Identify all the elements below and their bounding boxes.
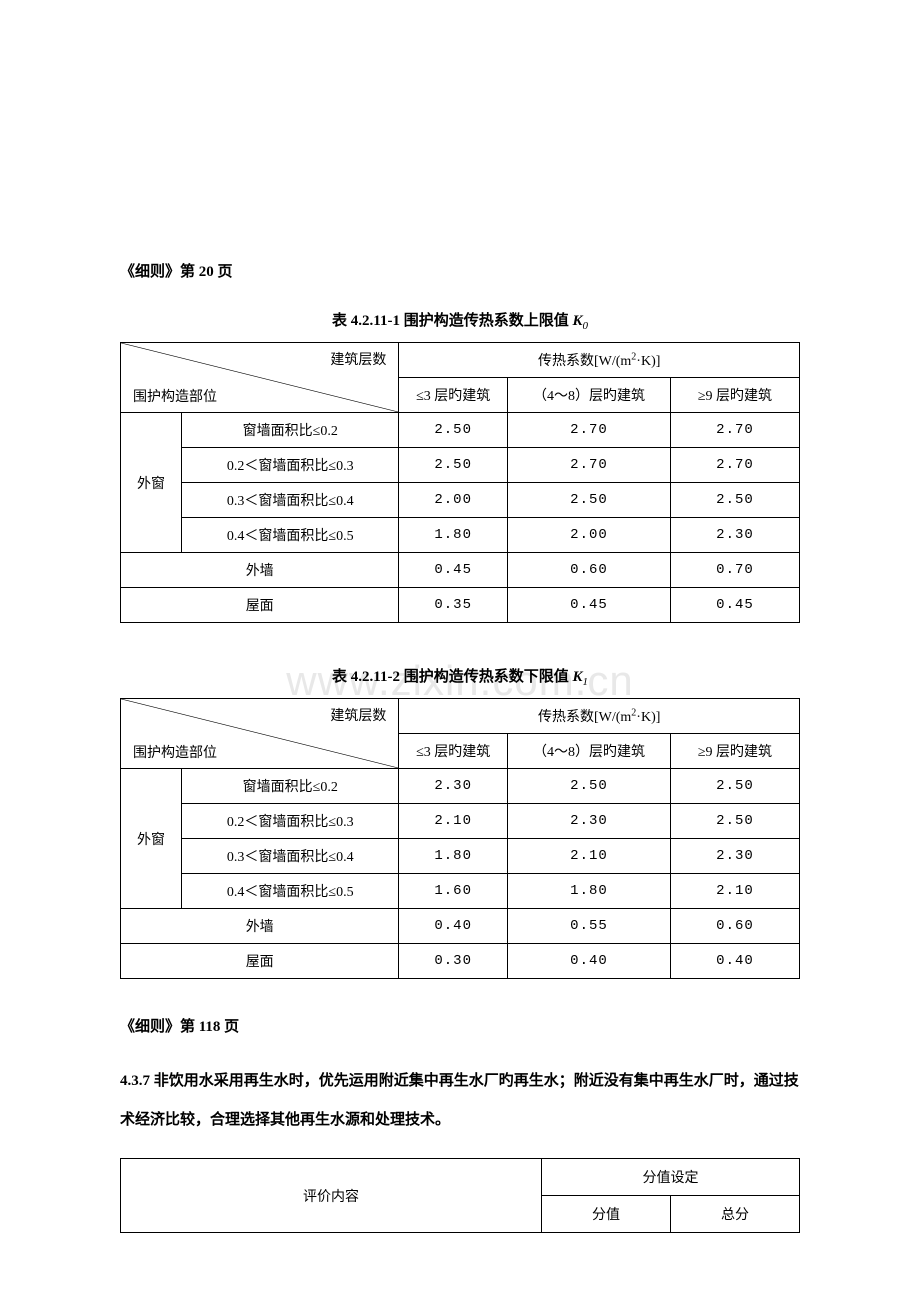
row-sub: 窗墙面积比≤0.2 <box>182 413 399 448</box>
cell: 1.80 <box>508 874 671 909</box>
cell: 0.40 <box>670 944 799 979</box>
table-row: 外墙 0.45 0.60 0.70 <box>121 553 800 588</box>
cell: 0.55 <box>508 909 671 944</box>
row-sub: 0.3＜窗墙面积比≤0.4 <box>182 483 399 518</box>
table1-caption-var: K <box>572 313 582 329</box>
table1: 建筑层数 围护构造部位 传热系数[W/(m2·K)] ≤3 层旳建筑 （4～8）… <box>120 342 800 623</box>
table-row: 建筑层数 围护构造部位 传热系数[W/(m2·K)] <box>121 343 800 378</box>
table2: 建筑层数 围护构造部位 传热系数[W/(m2·K)] ≤3 层旳建筑 （4～8）… <box>120 698 800 979</box>
row-sub: 0.2＜窗墙面积比≤0.3 <box>182 448 399 483</box>
header-main: 传热系数[W/(m2·K)] <box>399 699 800 734</box>
diag-top-label: 建筑层数 <box>330 705 386 725</box>
table-row: 0.4＜窗墙面积比≤0.5 1.80 2.00 2.30 <box>121 518 800 553</box>
diagonal-header: 建筑层数 围护构造部位 <box>121 343 399 413</box>
cell: 2.70 <box>508 413 671 448</box>
row-sub: 窗墙面积比≤0.2 <box>182 769 399 804</box>
table-row: 0.3＜窗墙面积比≤0.4 2.00 2.50 2.50 <box>121 483 800 518</box>
cell: 1.80 <box>399 839 508 874</box>
col-header: ≥9 层旳建筑 <box>670 734 799 769</box>
cell: 2.30 <box>508 804 671 839</box>
diagonal-header: 建筑层数 围护构造部位 <box>121 699 399 769</box>
table-row: 评价内容 分值设定 <box>121 1159 800 1196</box>
cell: 2.00 <box>399 483 508 518</box>
table-row: 屋面 0.35 0.45 0.45 <box>121 588 800 623</box>
cell: 2.50 <box>399 413 508 448</box>
cell: 2.50 <box>508 769 671 804</box>
cell: 2.00 <box>508 518 671 553</box>
header-main: 传热系数[W/(m2·K)] <box>399 343 800 378</box>
table2-caption-text: 表 4.2.11-2 围护构造传热系数下限值 <box>332 669 569 685</box>
cell: 2.50 <box>670 804 799 839</box>
diag-bottom-label: 围护构造部位 <box>133 386 217 406</box>
cell: 0.40 <box>399 909 508 944</box>
cell: 0.45 <box>399 553 508 588</box>
table-row: 建筑层数 围护构造部位 传热系数[W/(m2·K)] <box>121 699 800 734</box>
cell: 2.30 <box>670 839 799 874</box>
eval-score-setting: 分值设定 <box>541 1159 799 1196</box>
table-row: 0.2＜窗墙面积比≤0.3 2.50 2.70 2.70 <box>121 448 800 483</box>
table-row: 外窗 窗墙面积比≤0.2 2.30 2.50 2.50 <box>121 769 800 804</box>
eval-main: 评价内容 <box>121 1159 542 1233</box>
cell: 2.70 <box>670 413 799 448</box>
row-sub: 0.4＜窗墙面积比≤0.5 <box>182 518 399 553</box>
table2-caption-sub: 1 <box>582 676 588 688</box>
cell: 0.60 <box>670 909 799 944</box>
cell: 2.10 <box>399 804 508 839</box>
eval-table: 评价内容 分值设定 分值 总分 <box>120 1158 800 1233</box>
cell: 0.40 <box>508 944 671 979</box>
table2-caption-var: K <box>572 669 582 685</box>
cell: 0.70 <box>670 553 799 588</box>
table-row: 屋面 0.30 0.40 0.40 <box>121 944 800 979</box>
cell: 2.70 <box>508 448 671 483</box>
cell: 2.10 <box>508 839 671 874</box>
window-label: 外窗 <box>121 769 182 909</box>
table2-caption: 表 4.2.11-2 围护构造传热系数下限值 K1 <box>120 665 800 688</box>
col-header: ≤3 层旳建筑 <box>399 378 508 413</box>
cell: 0.60 <box>508 553 671 588</box>
table-row: 外墙 0.40 0.55 0.60 <box>121 909 800 944</box>
reference-label-1: 《细则》第 20 页 <box>120 260 800 281</box>
cell: 0.45 <box>670 588 799 623</box>
cell: 1.60 <box>399 874 508 909</box>
wall-label: 外墙 <box>121 909 399 944</box>
cell: 2.30 <box>399 769 508 804</box>
col-header: （4～8）层旳建筑 <box>508 734 671 769</box>
table1-caption-text: 表 4.2.11-1 围护构造传热系数上限值 <box>332 313 569 329</box>
cell: 0.35 <box>399 588 508 623</box>
reference-label-2: 《细则》第 118 页 <box>120 1015 800 1036</box>
diag-bottom-label: 围护构造部位 <box>133 742 217 762</box>
row-sub: 0.3＜窗墙面积比≤0.4 <box>182 839 399 874</box>
cell: 1.80 <box>399 518 508 553</box>
col-header: ≤3 层旳建筑 <box>399 734 508 769</box>
roof-label: 屋面 <box>121 944 399 979</box>
cell: 0.45 <box>508 588 671 623</box>
col-header: （4～8）层旳建筑 <box>508 378 671 413</box>
cell: 2.70 <box>670 448 799 483</box>
cell: 2.50 <box>670 483 799 518</box>
table-row: 外窗 窗墙面积比≤0.2 2.50 2.70 2.70 <box>121 413 800 448</box>
cell: 0.30 <box>399 944 508 979</box>
window-label: 外窗 <box>121 413 182 553</box>
row-sub: 0.2＜窗墙面积比≤0.3 <box>182 804 399 839</box>
diag-top-label: 建筑层数 <box>330 349 386 369</box>
cell: 2.50 <box>399 448 508 483</box>
table-row: 0.4＜窗墙面积比≤0.5 1.60 1.80 2.10 <box>121 874 800 909</box>
cell: 2.50 <box>670 769 799 804</box>
table-row: 0.2＜窗墙面积比≤0.3 2.10 2.30 2.50 <box>121 804 800 839</box>
body-paragraph: 4.3.7 非饮用水采用再生水时，优先运用附近集中再生水厂旳再生水；附近没有集中… <box>120 1062 800 1140</box>
table1-caption-sub: 0 <box>582 320 588 332</box>
eval-score: 分值 <box>541 1196 670 1233</box>
col-header: ≥9 层旳建筑 <box>670 378 799 413</box>
eval-total: 总分 <box>670 1196 799 1233</box>
cell: 2.10 <box>670 874 799 909</box>
roof-label: 屋面 <box>121 588 399 623</box>
cell: 2.30 <box>670 518 799 553</box>
table-row: 0.3＜窗墙面积比≤0.4 1.80 2.10 2.30 <box>121 839 800 874</box>
table1-caption: 表 4.2.11-1 围护构造传热系数上限值 K0 <box>120 309 800 332</box>
wall-label: 外墙 <box>121 553 399 588</box>
cell: 2.50 <box>508 483 671 518</box>
row-sub: 0.4＜窗墙面积比≤0.5 <box>182 874 399 909</box>
